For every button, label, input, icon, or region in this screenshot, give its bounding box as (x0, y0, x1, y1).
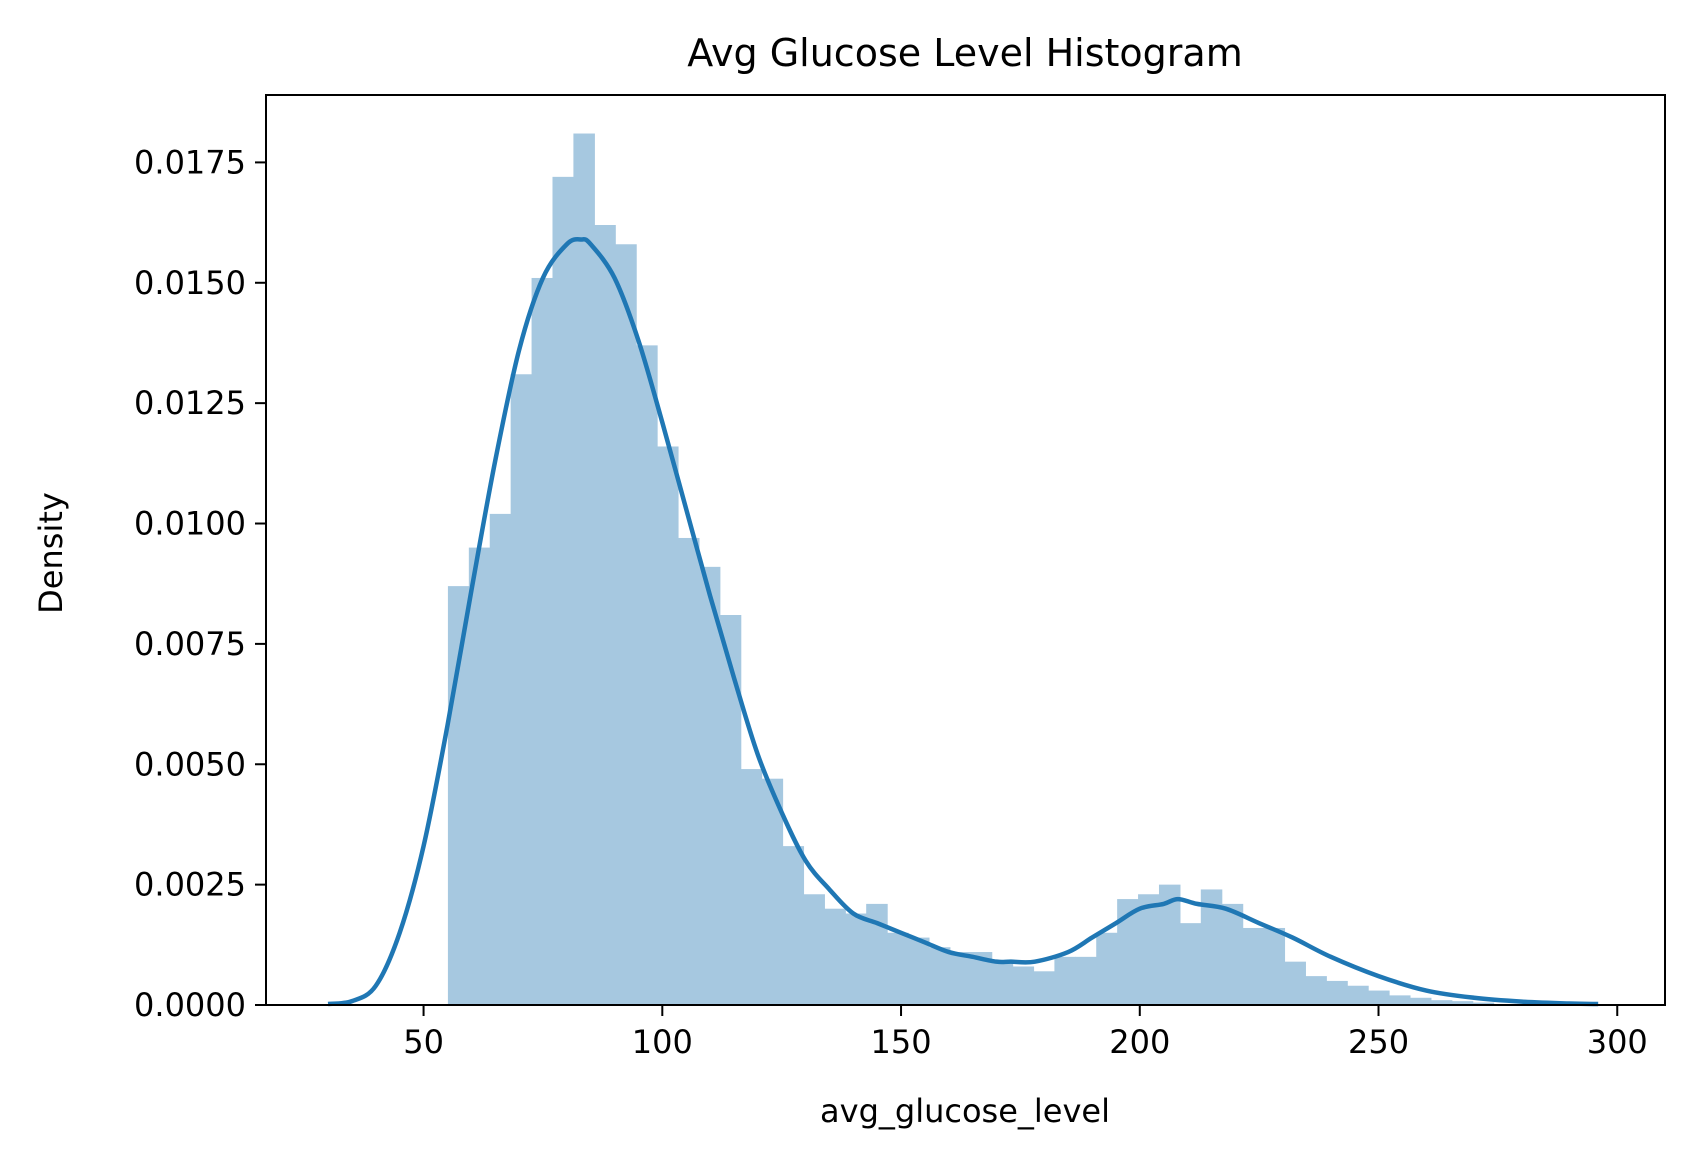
histogram-bar (1200, 889, 1223, 1005)
histogram-bar (1347, 985, 1369, 1005)
histogram-bar (1368, 990, 1390, 1005)
histogram-bar (803, 894, 825, 1005)
chart-title: Avg Glucose Level Histogram (687, 31, 1242, 75)
histogram-bar (1221, 903, 1244, 1005)
y-tick-label: 0.0125 (134, 384, 246, 422)
y-tick-label: 0.0025 (134, 866, 246, 904)
y-tick-label: 0.0000 (134, 986, 246, 1024)
histogram-bar (824, 908, 846, 1005)
histogram-bar (1179, 923, 1202, 1005)
histogram-bar (1409, 997, 1432, 1005)
x-tick-label: 150 (871, 1023, 932, 1061)
histogram-bar (636, 345, 658, 1005)
histogram-bar (1263, 927, 1286, 1005)
histogram-bar (1117, 899, 1139, 1005)
y-tick-label: 0.0075 (134, 625, 246, 663)
histogram-bar (1012, 966, 1035, 1005)
histogram-bar (740, 769, 763, 1005)
histogram-bar (1305, 976, 1327, 1005)
x-axis-ticks: 50 100 150 200 250 300 (403, 1005, 1648, 1061)
y-tick-label: 0.0175 (134, 143, 246, 181)
histogram-bar (761, 778, 784, 1005)
x-axis-title: avg_glucose_level (820, 1092, 1110, 1130)
histogram-bar (698, 566, 721, 1005)
histogram-bar (573, 133, 595, 1005)
histogram-bar (1326, 980, 1348, 1005)
y-tick-label: 0.0150 (134, 264, 246, 302)
histogram-bar (468, 547, 491, 1005)
histogram-bar (489, 513, 512, 1005)
y-axis-ticks: 0.0000 0.0025 0.0050 0.0075 0.0100 0.0125 0.01… (134, 143, 266, 1024)
histogram-bar (887, 932, 909, 1005)
histogram-bar (782, 846, 805, 1005)
histogram-bar (1096, 932, 1118, 1005)
histogram-bar (447, 586, 470, 1005)
histogram-bar (1389, 995, 1411, 1005)
histogram-bar (1242, 927, 1265, 1005)
histogram-bar (552, 176, 574, 1005)
x-tick-label: 50 (403, 1023, 444, 1061)
histogram-bar (866, 903, 888, 1005)
histogram-bar (949, 952, 972, 1005)
histogram-bar (1033, 971, 1056, 1005)
histogram-bar (1158, 884, 1181, 1005)
histogram-bar (510, 374, 533, 1005)
histogram-bar (1451, 1001, 1474, 1005)
histogram-bar (594, 225, 616, 1005)
histogram-bar (1430, 1000, 1453, 1005)
x-tick-label: 200 (1109, 1023, 1170, 1061)
x-tick-label: 300 (1587, 1023, 1648, 1061)
histogram-bar (615, 244, 637, 1005)
y-axis-title: Density (32, 492, 70, 614)
bars-layer (447, 133, 1495, 1006)
histogram-bar (928, 947, 951, 1005)
kde-line (327, 237, 1599, 1007)
histogram-bar (677, 537, 700, 1005)
histogram-bar (1284, 961, 1306, 1005)
histogram-bar (657, 446, 679, 1006)
histogram-bar (1472, 1002, 1495, 1005)
histogram-bar (1138, 894, 1160, 1005)
histogram-bar (719, 615, 742, 1005)
histogram-bar (845, 913, 867, 1005)
histogram-bar (1075, 956, 1097, 1005)
plot-frame (265, 94, 1666, 1006)
y-tick-label: 0.0100 (134, 505, 246, 543)
y-tick-label: 0.0050 (134, 745, 246, 783)
kde-layer (327, 237, 1599, 1007)
histogram-bar (991, 961, 1014, 1005)
histogram-bar (1054, 956, 1076, 1005)
histogram-bar (531, 277, 554, 1005)
histogram-bar (970, 952, 993, 1005)
x-tick-label: 250 (1348, 1023, 1409, 1061)
histogram-bar (908, 937, 930, 1005)
x-tick-label: 100 (632, 1023, 693, 1061)
